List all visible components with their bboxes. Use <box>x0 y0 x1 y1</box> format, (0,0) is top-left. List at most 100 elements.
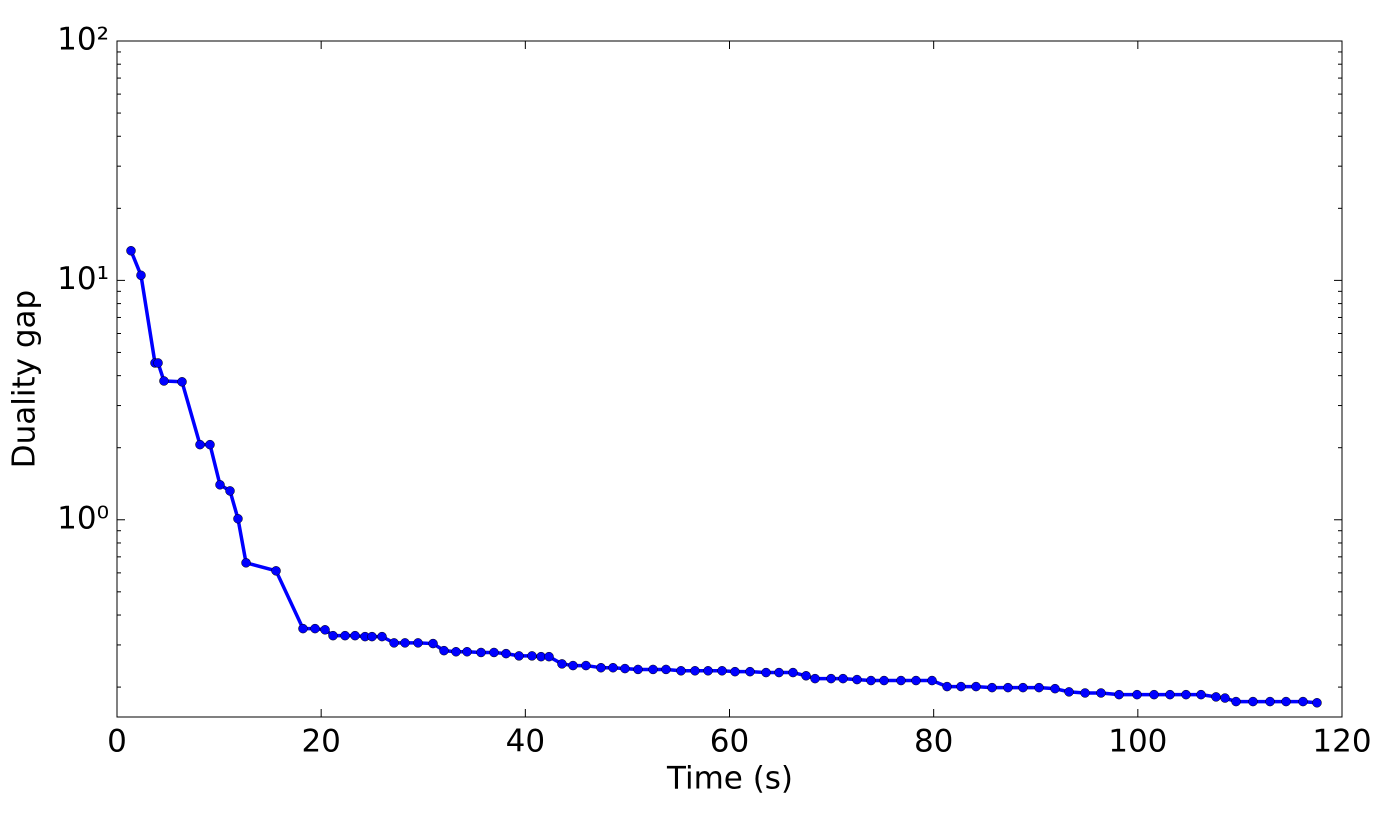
data-point <box>126 245 136 256</box>
data-line <box>129 250 1318 705</box>
data-point <box>153 358 163 368</box>
data-point <box>801 671 811 681</box>
data-point <box>788 667 798 678</box>
data-point <box>1114 689 1124 700</box>
data-point <box>581 660 591 671</box>
data-point <box>608 662 618 673</box>
data-point <box>676 666 686 676</box>
data-point <box>177 377 187 387</box>
data-point <box>1265 696 1275 707</box>
x-tick-label: 20 <box>301 724 340 760</box>
data-point <box>810 673 820 684</box>
data-point <box>389 638 399 648</box>
data-point <box>340 630 350 641</box>
data-point <box>1132 689 1142 700</box>
x-axis-label: Time (s) <box>666 761 793 797</box>
data-point <box>1231 696 1241 707</box>
data-point <box>942 681 952 692</box>
data-point <box>879 675 889 686</box>
data-point <box>367 631 377 642</box>
data-point <box>233 513 243 524</box>
data-point <box>462 646 472 657</box>
data-point <box>730 666 740 677</box>
data-point <box>1165 689 1175 700</box>
x-tick-label: 40 <box>506 724 545 760</box>
data-point <box>1312 698 1322 708</box>
data-point <box>1003 682 1013 693</box>
data-point <box>620 663 630 674</box>
x-tick-label: 100 <box>1108 724 1167 760</box>
y-axis-label: Duality gap <box>7 290 43 468</box>
data-point <box>1034 682 1044 693</box>
data-point <box>956 681 966 692</box>
data-point <box>215 480 225 490</box>
plot-frame <box>116 40 1343 718</box>
data-point <box>1050 683 1060 694</box>
data-point <box>377 631 387 642</box>
data-point <box>761 667 771 678</box>
data-point <box>896 675 906 686</box>
x-tick-label: 0 <box>107 724 127 760</box>
data-point <box>400 638 410 648</box>
data-point <box>852 674 862 685</box>
data-point <box>1211 692 1221 702</box>
data-point <box>1298 696 1308 707</box>
data-point <box>428 638 438 649</box>
y-tick-label: 10¹ <box>57 261 109 297</box>
data-point <box>596 662 606 673</box>
data-point <box>971 681 981 692</box>
data-point <box>648 664 658 675</box>
data-point <box>298 623 308 634</box>
data-point <box>557 659 567 669</box>
data-point <box>826 673 836 684</box>
data-point <box>703 666 713 676</box>
y-tick-label: 10⁰ <box>57 500 109 536</box>
x-tick-label: 120 <box>1312 724 1371 760</box>
data-point <box>1096 688 1106 698</box>
x-tick-label: 60 <box>710 724 749 760</box>
data-point <box>439 645 449 656</box>
data-point <box>310 623 320 634</box>
data-point <box>1149 689 1159 700</box>
data-point <box>514 651 524 661</box>
data-point <box>987 682 997 693</box>
x-tick-label: 80 <box>914 724 953 760</box>
y-tick-label: 10² <box>57 22 109 58</box>
data-point <box>1064 687 1074 697</box>
data-point <box>717 666 727 676</box>
data-point <box>544 651 554 662</box>
data-point <box>136 270 146 281</box>
data-point <box>451 646 461 657</box>
data-point <box>476 647 486 658</box>
data-point <box>1018 682 1028 693</box>
data-point <box>866 675 876 686</box>
data-point <box>911 675 921 686</box>
data-point <box>536 651 546 662</box>
data-point <box>413 638 423 648</box>
data-point <box>774 667 784 678</box>
data-point <box>633 664 643 675</box>
data-point <box>661 664 671 675</box>
data-point <box>927 675 937 686</box>
data-point <box>501 648 511 659</box>
data-point <box>241 558 251 568</box>
data-point <box>225 486 235 496</box>
data-point <box>690 666 700 676</box>
data-point <box>489 647 499 658</box>
data-point <box>1181 689 1191 700</box>
data-point <box>568 660 578 671</box>
data-point <box>838 673 848 684</box>
data-point <box>745 666 755 677</box>
data-point <box>320 625 330 635</box>
data-point <box>1080 688 1090 698</box>
data-point <box>195 439 205 450</box>
data-point <box>159 376 169 386</box>
data-point <box>350 630 360 641</box>
data-point <box>271 566 281 576</box>
data-point <box>527 651 537 661</box>
data-point <box>1196 689 1206 700</box>
data-point <box>1281 696 1291 707</box>
data-point <box>328 630 338 641</box>
